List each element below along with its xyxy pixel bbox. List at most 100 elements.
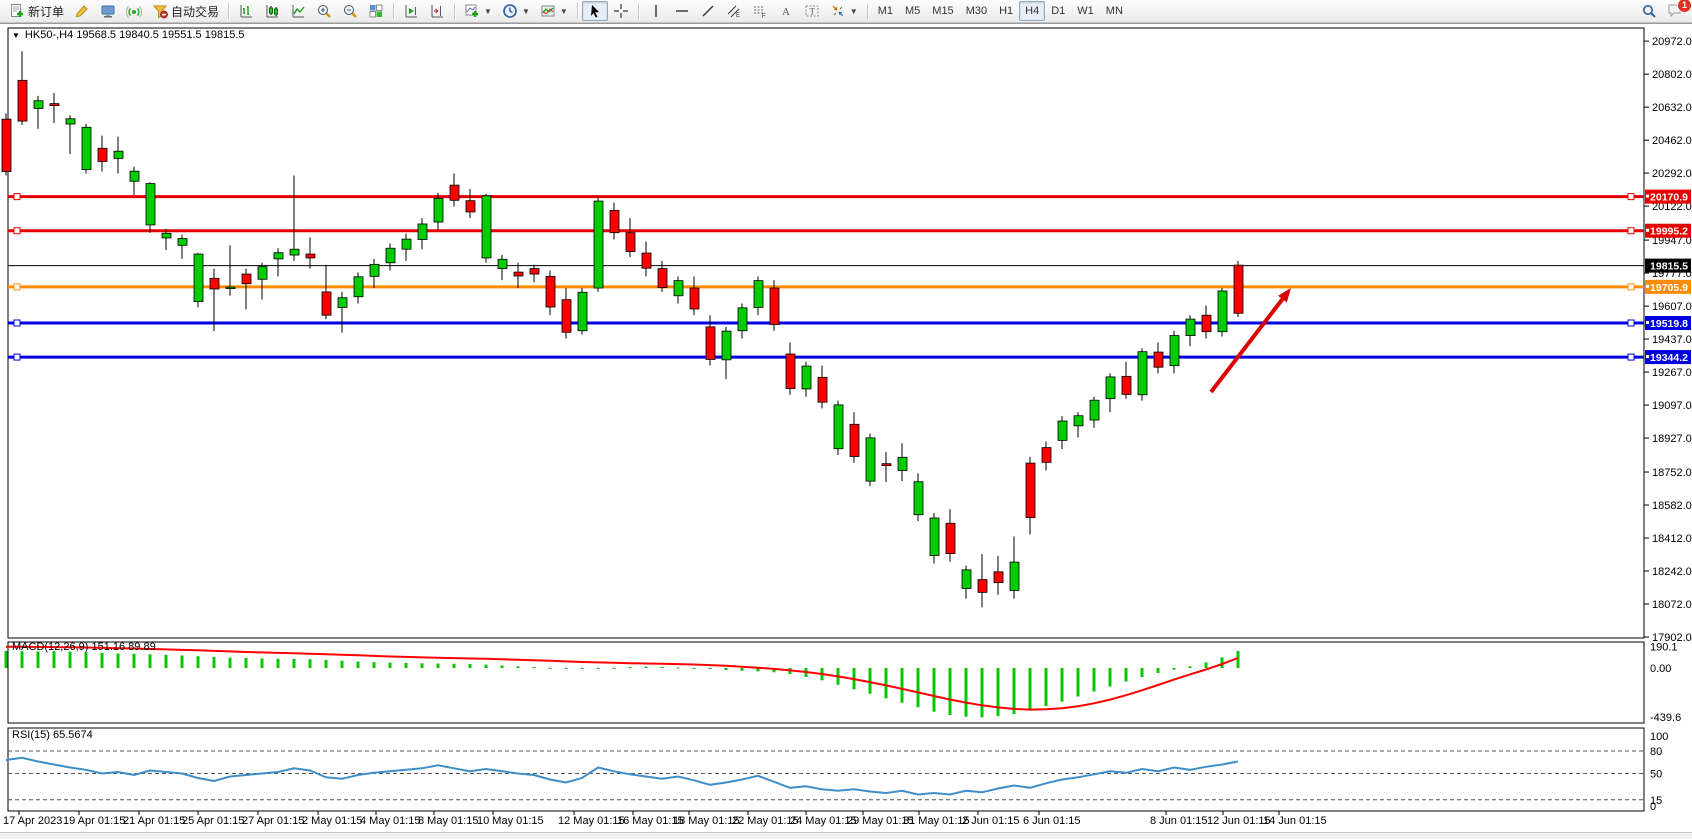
indicators-button[interactable]: ▼ [459, 1, 497, 21]
separator [228, 3, 230, 19]
cursor-icon [590, 5, 599, 18]
level-line-19344.2[interactable]: 19344.2 [8, 350, 1691, 365]
date-tick-label: 8 May 01:15 [418, 815, 479, 827]
zoom-in-button[interactable] [311, 1, 337, 21]
date-tick-label: 18 May 01:15 [673, 815, 740, 827]
new-order-button[interactable]: 新订单 [4, 1, 69, 21]
date-tick-label: 10 May 01:15 [477, 815, 544, 827]
periods-button[interactable]: ▼ [497, 1, 535, 21]
chart-shift-button[interactable] [424, 1, 450, 21]
price-axis[interactable]: 20972.0 20802.0 20632.0 20462.0 20292.0 20122… [1644, 36, 1692, 644]
templates-button[interactable]: ▼ [535, 1, 573, 21]
candle [737, 303, 748, 339]
vertical-line-button[interactable] [643, 1, 669, 21]
candle [817, 365, 828, 409]
horizontal-line-button[interactable] [669, 1, 695, 21]
metaeditor-button[interactable] [69, 1, 95, 21]
macd-signal-line [5, 645, 1239, 711]
cursor-button[interactable] [581, 1, 608, 21]
trend-arrow-annotation[interactable] [1209, 288, 1291, 394]
line-chart-button[interactable] [285, 1, 311, 21]
date-tick-label: 21 Apr 01:15 [123, 815, 185, 827]
candle [49, 92, 60, 124]
candle [673, 276, 684, 304]
tile-windows-button[interactable] [363, 1, 389, 21]
separator [393, 3, 395, 19]
candle [97, 135, 108, 172]
chevron-down-icon: ▼ [849, 6, 858, 16]
price-tick-label: 20802.0 [1652, 69, 1692, 81]
date-tick-label: 12 May 01:15 [558, 815, 625, 827]
candle [993, 555, 1004, 595]
candle [1153, 342, 1164, 374]
auto-scroll-button[interactable] [398, 1, 424, 21]
candle [129, 166, 140, 195]
level-line-20170.9[interactable]: 20170.9 [8, 189, 1691, 204]
autotrading-button[interactable]: 自动交易 [147, 1, 224, 21]
level-line-19519.8[interactable]: 19519.8 [8, 316, 1691, 330]
bar-chart-icon [240, 5, 253, 18]
price-tick-label: 18582.0 [1652, 500, 1692, 512]
price-tick-label: 18242.0 [1652, 566, 1692, 578]
candle [305, 237, 316, 269]
candle [33, 95, 44, 129]
tf-h4-button[interactable]: H4 [1019, 1, 1046, 21]
candle [1041, 441, 1052, 471]
text-button[interactable]: A [773, 1, 799, 21]
date-tick-label: 31 May 01:15 [903, 815, 970, 827]
arrows-button[interactable]: ▼ [825, 1, 863, 21]
tf-h1-button[interactable]: H1 [993, 1, 1019, 21]
level-price-badge: 19344.2 [1650, 352, 1688, 364]
tf-m1-button[interactable]: M1 [872, 1, 899, 21]
separator [576, 3, 578, 19]
candle [1009, 536, 1020, 599]
zoom-out-button[interactable] [337, 1, 363, 21]
separator [637, 3, 639, 19]
tf-m30-button[interactable]: M30 [960, 1, 993, 21]
crosshair-button[interactable] [608, 1, 634, 21]
tf-mn-button[interactable]: MN [1100, 1, 1129, 21]
candle [577, 288, 588, 335]
candle [849, 412, 860, 463]
candle [801, 361, 812, 397]
candle [593, 196, 604, 292]
candle [769, 280, 780, 331]
market-button[interactable] [95, 1, 121, 21]
level-line-19705.9[interactable]: 19705.9 [8, 279, 1691, 294]
main-pane[interactable] [7, 27, 1645, 639]
rsi-pane[interactable] [7, 727, 1645, 812]
price-tick-label: 18752.0 [1652, 467, 1692, 479]
equidistant-channel-button[interactable]: E [721, 1, 747, 21]
level-price-badge: 19995.2 [1650, 226, 1688, 238]
trendline-button[interactable] [695, 1, 721, 21]
search-button[interactable] [1636, 1, 1662, 21]
separator [454, 3, 456, 19]
fibonacci-button[interactable]: F [747, 1, 773, 21]
tf-m15-button[interactable]: M15 [926, 1, 959, 21]
tf-w1-button[interactable]: W1 [1071, 1, 1100, 21]
text-label-button[interactable]: T [799, 1, 825, 21]
candle [497, 255, 508, 281]
candle [641, 241, 652, 277]
macd-scale-label: 190.1 [1650, 642, 1678, 654]
svg-text:F: F [762, 14, 766, 19]
arrows-icon [832, 5, 844, 17]
level-line-19995.2[interactable]: 19995.2 [8, 223, 1691, 238]
tf-d1-button[interactable]: D1 [1045, 1, 1071, 21]
price-tick-label: 19097.0 [1652, 400, 1692, 412]
candle [81, 124, 92, 174]
candlestick-chart-button[interactable] [259, 1, 285, 21]
chart-canvas[interactable]: 20972.0 20802.0 20632.0 20462.0 20292.0 20122… [0, 24, 1692, 832]
candle [545, 270, 556, 316]
text-label-icon: T [805, 5, 819, 17]
macd-pane[interactable] [7, 641, 1645, 724]
notification-badge[interactable]: 1 [1677, 0, 1692, 13]
date-tick-label: 6 Jun 01:15 [1023, 815, 1081, 827]
tf-m5-button[interactable]: M5 [899, 1, 926, 21]
signals-button[interactable] [121, 1, 147, 21]
candle [65, 115, 76, 155]
chevron-down-icon: ▼ [484, 6, 492, 16]
level-line-19815.5[interactable]: 19815.5 [8, 258, 1691, 273]
bar-chart-button[interactable] [233, 1, 259, 21]
